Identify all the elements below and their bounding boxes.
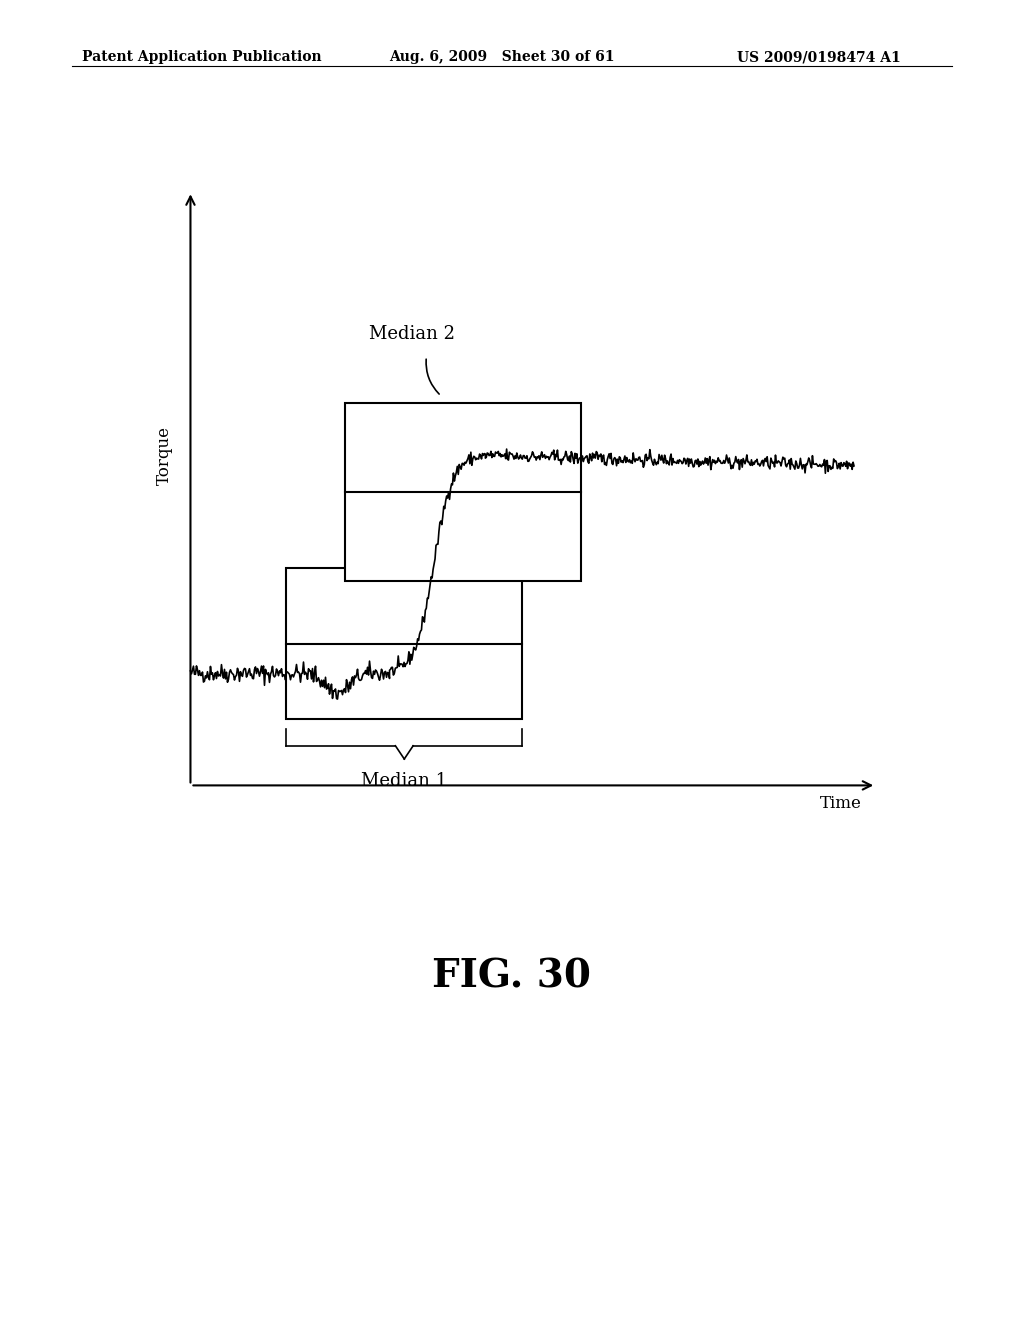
Text: Time: Time: [819, 795, 861, 812]
Text: Median 1: Median 1: [361, 772, 447, 791]
Text: Median 2: Median 2: [369, 325, 455, 343]
Text: Aug. 6, 2009   Sheet 30 of 61: Aug. 6, 2009 Sheet 30 of 61: [389, 50, 614, 65]
Text: Patent Application Publication: Patent Application Publication: [82, 50, 322, 65]
Bar: [287, 568, 522, 719]
Text: FIG. 30: FIG. 30: [432, 958, 592, 995]
Text: Torque: Torque: [156, 426, 173, 484]
Text: US 2009/0198474 A1: US 2009/0198474 A1: [737, 50, 901, 65]
Bar: [345, 403, 582, 581]
